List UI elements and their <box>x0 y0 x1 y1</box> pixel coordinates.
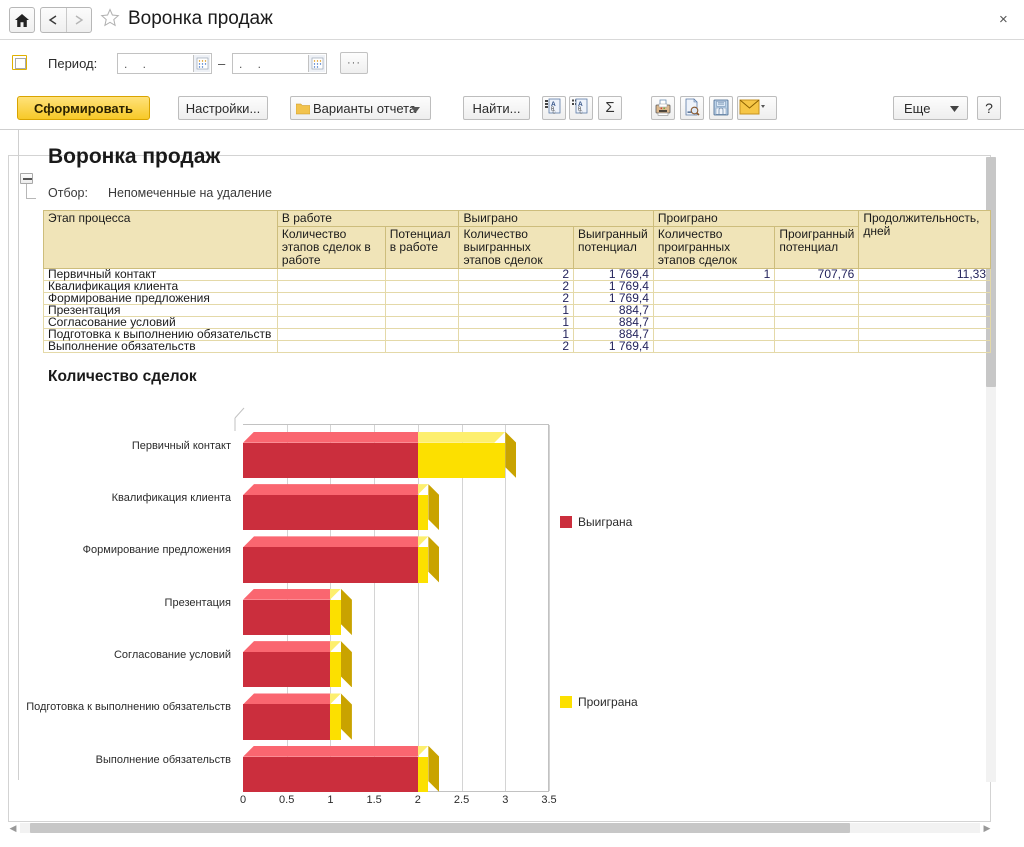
svg-text:C: C <box>553 110 556 115</box>
svg-text:C: C <box>580 110 583 115</box>
